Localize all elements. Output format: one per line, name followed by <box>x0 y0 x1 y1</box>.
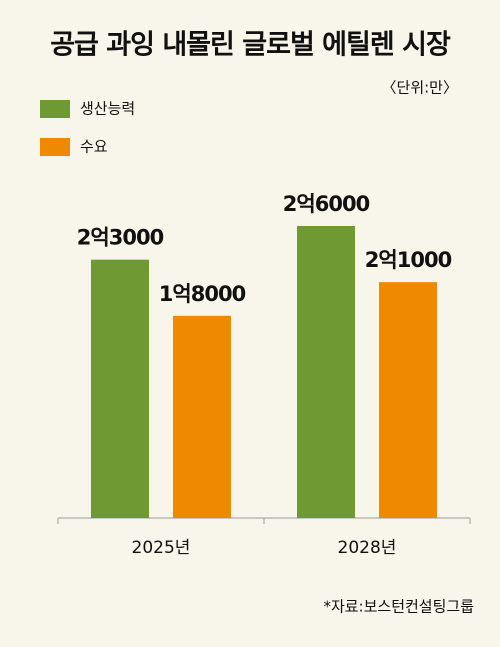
x-tick-label: 2028년 <box>338 538 397 558</box>
value-label: 2억3000 <box>77 226 164 250</box>
legend-label: 수요 <box>80 138 108 156</box>
chart-title: 공급 과잉 내몰린 글로벌 에틸렌 시장 <box>50 30 451 61</box>
bar <box>297 226 355 518</box>
bar <box>379 282 437 518</box>
legend-swatch <box>40 100 70 118</box>
bar <box>173 315 231 518</box>
value-label: 1억8000 <box>159 282 246 306</box>
x-tick-label: 2025년 <box>132 538 191 558</box>
bar <box>91 259 149 518</box>
value-label: 2억6000 <box>283 192 370 216</box>
value-label: 2억1000 <box>365 248 452 272</box>
legend-swatch <box>40 138 70 156</box>
unit-note: 〈단위:만〉 <box>382 79 458 97</box>
source-note: *자료:보스턴컨설팅그룹 <box>323 598 474 616</box>
legend-label: 생산능력 <box>80 100 135 118</box>
